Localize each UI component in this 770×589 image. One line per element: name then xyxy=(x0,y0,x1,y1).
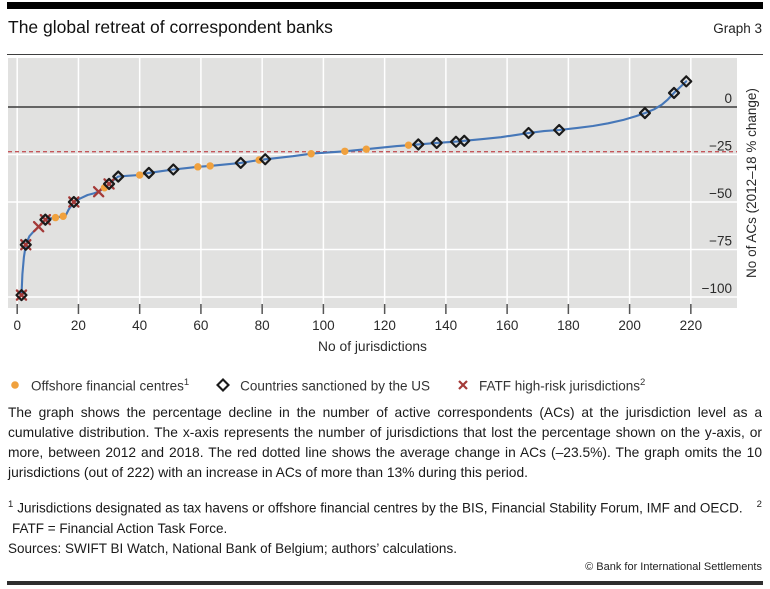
y-axis-title: No of ACs (2012–18 % change) xyxy=(744,88,759,278)
footnotes: 1 Jurisdictions designated as tax havens … xyxy=(8,495,762,539)
legend-item-offshore: Offshore financial centres1 xyxy=(9,377,189,394)
cumulative-distribution-chart: 0 20 40 60 80 100 120 140 160 180 200 220 0 −25 −50 −75… xyxy=(0,56,770,360)
offshore-markers xyxy=(51,141,413,222)
plot-area xyxy=(8,58,737,308)
svg-text:220: 220 xyxy=(680,318,703,333)
svg-text:60: 60 xyxy=(193,318,208,333)
fatf-x-icon xyxy=(458,380,468,391)
legend-label: Countries sanctioned by the US xyxy=(240,378,430,394)
svg-text:160: 160 xyxy=(496,318,519,333)
footnote-2-marker: 2 xyxy=(756,499,762,510)
x-grid-and-ticks: 0 20 40 60 80 100 120 140 160 180 200 220 xyxy=(13,58,702,333)
svg-text:40: 40 xyxy=(132,318,147,333)
svg-text:−50: −50 xyxy=(709,186,732,201)
svg-text:200: 200 xyxy=(618,318,641,333)
chart-legend: Offshore financial centres1 Countries sa… xyxy=(9,377,763,394)
y-grid xyxy=(8,153,737,298)
svg-text:0: 0 xyxy=(13,318,21,333)
page-title: The global retreat of correspondent bank… xyxy=(8,17,333,37)
y-tick-labels: 0 −25 −50 −75 −100 xyxy=(702,91,732,296)
legend-label: Offshore financial centres1 xyxy=(31,377,190,394)
footnote-1-text: Jurisdictions designated as tax havens o… xyxy=(17,500,743,516)
svg-text:0: 0 xyxy=(724,91,732,106)
sanctioned-markers xyxy=(15,75,693,302)
legend-item-sanctioned: Countries sanctioned by the US xyxy=(216,377,430,394)
chart-description: The graph shows the percentage decline i… xyxy=(8,405,762,480)
svg-text:−25: −25 xyxy=(709,139,732,154)
sanctioned-diamond-icon xyxy=(216,378,231,393)
svg-text:140: 140 xyxy=(435,318,458,333)
legend-item-fatf: FATF high-risk jurisdictions2 xyxy=(457,377,645,394)
svg-text:−75: −75 xyxy=(709,234,732,249)
svg-text:80: 80 xyxy=(255,318,270,333)
svg-text:100: 100 xyxy=(312,318,335,333)
cumulative-line xyxy=(20,80,688,297)
graph-number-label: Graph 3 xyxy=(713,21,762,36)
offshore-dot-icon xyxy=(11,381,19,390)
legend-label: FATF high-risk jurisdictions2 xyxy=(479,377,646,394)
x-axis-title: No of jurisdictions xyxy=(318,339,427,354)
chart-svg: 0 20 40 60 80 100 120 140 160 180 200 220 0 −25 −50 −75… xyxy=(8,58,759,354)
svg-text:20: 20 xyxy=(71,318,86,333)
sources-line: Sources: SWIFT BI Watch, National Bank o… xyxy=(8,541,457,556)
footnote-1-marker: 1 xyxy=(8,499,14,510)
bottom-bar xyxy=(7,581,763,585)
svg-text:120: 120 xyxy=(373,318,396,333)
header: The global retreat of correspondent bank… xyxy=(8,17,762,38)
title-separator xyxy=(7,54,763,55)
svg-text:180: 180 xyxy=(557,318,580,333)
copyright-notice: © Bank for International Settlements xyxy=(585,561,762,573)
svg-text:−100: −100 xyxy=(702,281,732,296)
footnote-2-text: FATF = Financial Action Task Force. xyxy=(12,520,228,536)
top-black-bar xyxy=(7,2,763,9)
